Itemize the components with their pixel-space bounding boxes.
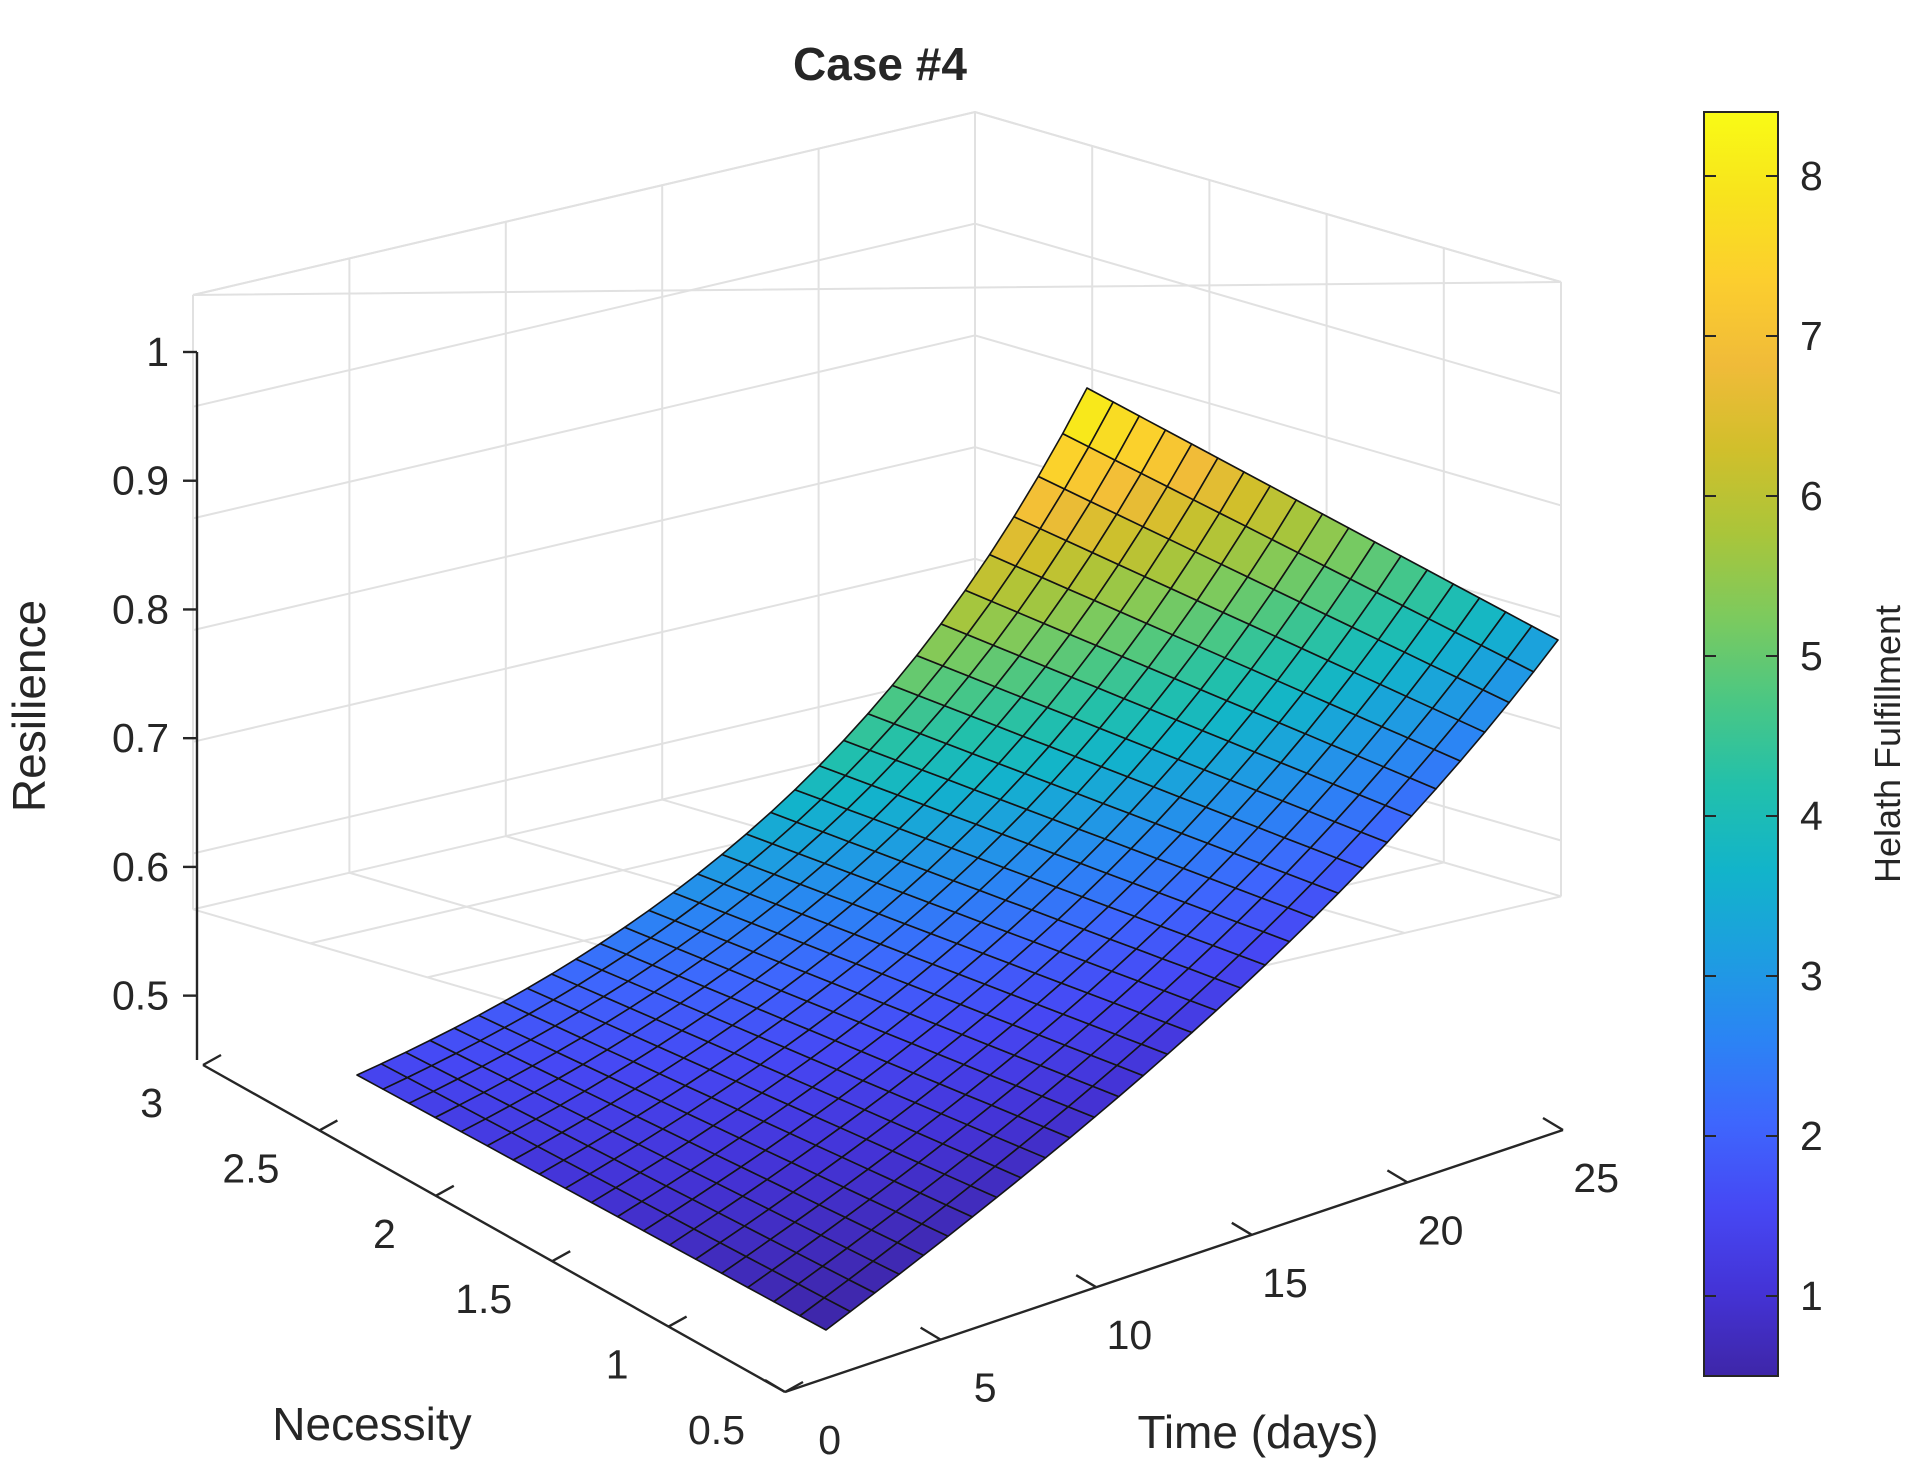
x-tick [1075,1274,1097,1289]
z-gridline [192,110,1562,296]
colorbar-ticks: 1 2 3 4 5 6 7 8 [1704,153,1823,1319]
y-tick-label: 2 [373,1211,396,1257]
colorbar-tick-label: 3 [1800,953,1823,999]
y-tick-label: 2.5 [222,1145,279,1191]
y-tick-label: 1 [606,1342,629,1388]
x-tick [919,1326,942,1341]
x-tick-label: 10 [1107,1312,1153,1358]
colorbar-tick-label: 7 [1800,313,1823,359]
tick-labels: 0.5 0.6 0.7 0.8 0.9 1 0.5 1 1.5 2 2.5 3 0 5 10 15 20 25 [112,329,1619,1463]
y-axis-line [202,1063,786,1394]
colorbar-tick-label: 4 [1800,793,1823,839]
y-tick-label: 3 [140,1080,163,1126]
surface [356,387,1559,1331]
y-tick-label: 0.5 [688,1407,745,1453]
top-edges [192,110,1562,296]
surface-patch [1506,625,1559,673]
colorbar-tick-label: 2 [1800,1113,1823,1159]
x-tick-label: 20 [1418,1207,1464,1253]
z-tick-label: 0.9 [112,458,169,504]
x-tick [1231,1221,1253,1236]
x-axis-title: Time (days) [1137,1406,1378,1458]
colorbar: 1 2 3 4 5 6 7 8 Helath Fulfillment [1703,111,1908,1377]
colorbar-tick-label: 8 [1800,153,1823,199]
z-tick-label: 0.6 [112,844,169,890]
y-tick [551,1250,571,1263]
colorbar-title: Helath Fulfillment [1867,605,1908,883]
x-tick [1542,1116,1564,1132]
z-tick-label: 0.8 [112,586,169,632]
x-axis-line [784,1128,1564,1394]
y-tick [435,1184,455,1197]
colorbar-tick-label: 5 [1800,633,1823,679]
y-axis-title: Necessity [272,1398,471,1450]
x-tick-label: 25 [1573,1155,1619,1201]
axes [183,350,1564,1394]
x-tick-label: 5 [974,1365,997,1411]
z-gridline [192,222,1562,408]
chart-title: Case #4 [793,38,967,90]
z-tick-label: 1 [146,329,169,375]
z-axis-title: Resilience [3,600,55,812]
x-tick [764,1378,786,1394]
y-tick [784,1380,804,1394]
z-tick-label: 0.5 [112,973,169,1019]
colorbar-tick-label: 6 [1800,473,1823,519]
x-tick-label: 15 [1262,1260,1308,1306]
colorbar-tick-label: 1 [1800,1273,1823,1319]
z-tick-label: 0.7 [112,715,169,761]
y-tick-label: 1.5 [455,1276,512,1322]
z-gridline [192,334,1562,520]
y-tick [202,1053,222,1067]
x-tick [1386,1169,1409,1184]
colorbar-bar [1703,111,1779,1377]
x-tick-label: 0 [818,1417,841,1463]
y-tick [668,1315,688,1328]
y-tick [318,1119,338,1132]
